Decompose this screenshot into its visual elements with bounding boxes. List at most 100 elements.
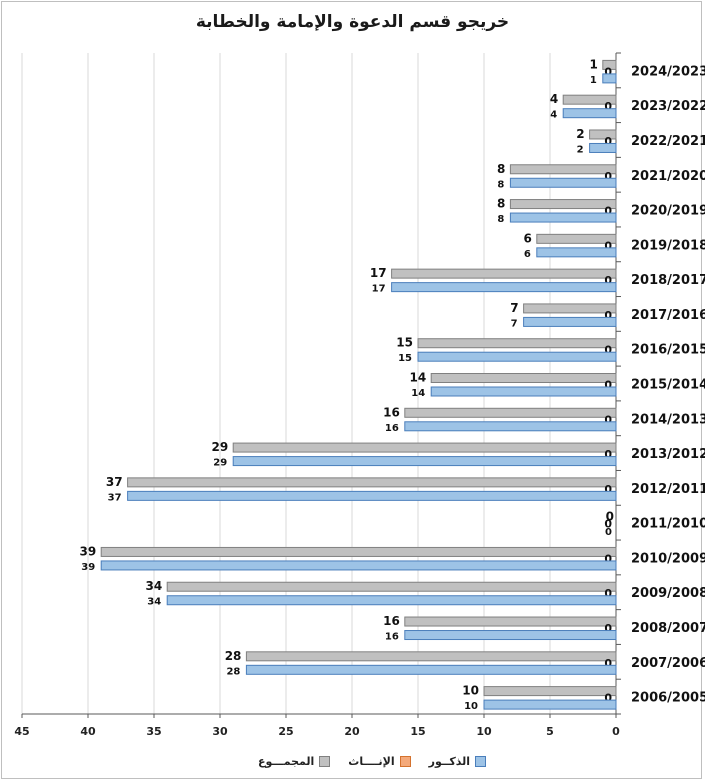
data-label-male: 16 (385, 632, 399, 643)
category-label: 2021/2020 (631, 169, 705, 184)
bar-total (562, 94, 617, 105)
data-label-female: 0 (604, 552, 612, 565)
data-label-female: 0 (604, 622, 612, 635)
data-label-total: 10 (462, 684, 479, 698)
bar-male (562, 108, 617, 119)
data-label-total: 16 (383, 405, 400, 419)
category-label: 2012/2011 (631, 482, 705, 497)
data-label-female: 0 (604, 692, 612, 705)
category-label: 2015/2014 (631, 378, 705, 393)
category-label: 2011/2010 (631, 517, 705, 532)
category-label: 2016/2015 (631, 343, 705, 358)
bar-total (100, 546, 617, 557)
category-label: 2024/2023 (631, 64, 705, 79)
bar-male (404, 630, 617, 641)
bar-male (509, 177, 617, 188)
data-label-male: 14 (411, 388, 425, 399)
legend-item-females: الإنــــاث (348, 754, 411, 768)
data-label-total: 34 (145, 579, 162, 593)
bar-total (602, 59, 617, 70)
data-label-female: 0 (604, 587, 612, 600)
bar-total (404, 616, 617, 627)
bar-total (483, 686, 617, 697)
category-label: 2017/2016 (631, 308, 705, 323)
data-label-female: 0 (604, 309, 612, 322)
legend-label-total: المجمـــوع (258, 754, 315, 768)
category-label: 2019/2018 (631, 238, 705, 253)
data-label-female: 0 (604, 100, 612, 113)
legend-label-females: الإنــــاث (348, 754, 395, 768)
category-label: 2018/2017 (631, 273, 705, 288)
bar-male (232, 456, 617, 467)
bar-male (536, 247, 617, 258)
x-tick-label: 45 (14, 725, 29, 738)
category-label: 2007/2006 (631, 656, 705, 671)
data-label-total: 17 (370, 266, 387, 280)
data-label-male: 7 (511, 318, 518, 329)
bar-male (509, 212, 617, 223)
bar-male (404, 421, 617, 432)
data-label-male: 0 (605, 527, 612, 538)
data-label-female: 0 (604, 135, 612, 148)
data-label-male: 17 (372, 284, 386, 295)
legend-item-males: الذكــور (428, 754, 487, 768)
bar-total (245, 651, 617, 662)
bar-male (523, 316, 617, 327)
data-label-total: 8 (497, 197, 505, 211)
data-label-male: 16 (385, 423, 399, 434)
data-label-male: 34 (147, 597, 161, 608)
x-tick-label: 15 (410, 725, 425, 738)
x-tick-label: 30 (212, 725, 228, 738)
bar-total (166, 581, 617, 592)
data-label-female: 0 (604, 239, 612, 252)
data-label-total: 16 (383, 614, 400, 628)
bar-total (536, 233, 617, 244)
bar-male (127, 490, 617, 501)
data-label-male: 28 (226, 666, 240, 677)
data-label-total: 37 (106, 475, 123, 489)
bar-total (417, 338, 617, 349)
x-tick-label: 40 (80, 725, 96, 738)
data-label-male: 8 (497, 179, 504, 190)
legend-swatch-males (475, 755, 487, 767)
data-label-total: 0 (606, 510, 614, 524)
data-label-male: 10 (464, 701, 478, 712)
data-label-male: 4 (550, 110, 557, 121)
data-label-female: 0 (604, 483, 612, 496)
category-label: 2014/2013 (631, 412, 705, 427)
data-label-male: 2 (577, 144, 584, 155)
data-label-male: 37 (108, 492, 122, 503)
data-label-female: 0 (604, 170, 612, 183)
data-label-total: 29 (211, 440, 228, 454)
bar-male (589, 142, 617, 153)
data-label-male: 29 (213, 458, 227, 469)
bar-total (509, 164, 617, 175)
x-tick-label: 35 (146, 725, 161, 738)
data-label-total: 6 (523, 231, 531, 245)
data-label-total: 14 (409, 371, 426, 385)
bar-total (127, 477, 617, 488)
data-label-female: 0 (604, 274, 612, 287)
data-label-total: 2 (576, 127, 584, 141)
data-label-total: 28 (225, 649, 242, 663)
data-label-male: 1 (590, 75, 597, 86)
data-label-female: 0 (604, 413, 612, 426)
category-label: 2008/2007 (631, 621, 705, 636)
bar-male (483, 699, 617, 710)
legend: الذكــور الإنــــاث المجمـــوع (258, 752, 487, 770)
bar-total (404, 407, 617, 418)
bar-male (391, 282, 617, 293)
category-label: 2023/2022 (631, 99, 705, 114)
x-tick-label: 10 (476, 725, 492, 738)
bar-male (100, 560, 617, 571)
data-label-total: 15 (396, 336, 413, 350)
category-label: 2020/2019 (631, 204, 705, 219)
data-label-male: 8 (497, 214, 504, 225)
data-label-female: 0 (604, 379, 612, 392)
legend-label-males: الذكــور (428, 754, 471, 768)
data-label-female: 0 (604, 205, 612, 218)
data-label-female: 0 (604, 448, 612, 461)
bar-male (430, 386, 617, 397)
data-label-male: 6 (524, 249, 531, 260)
category-label: 2010/2009 (631, 551, 705, 566)
